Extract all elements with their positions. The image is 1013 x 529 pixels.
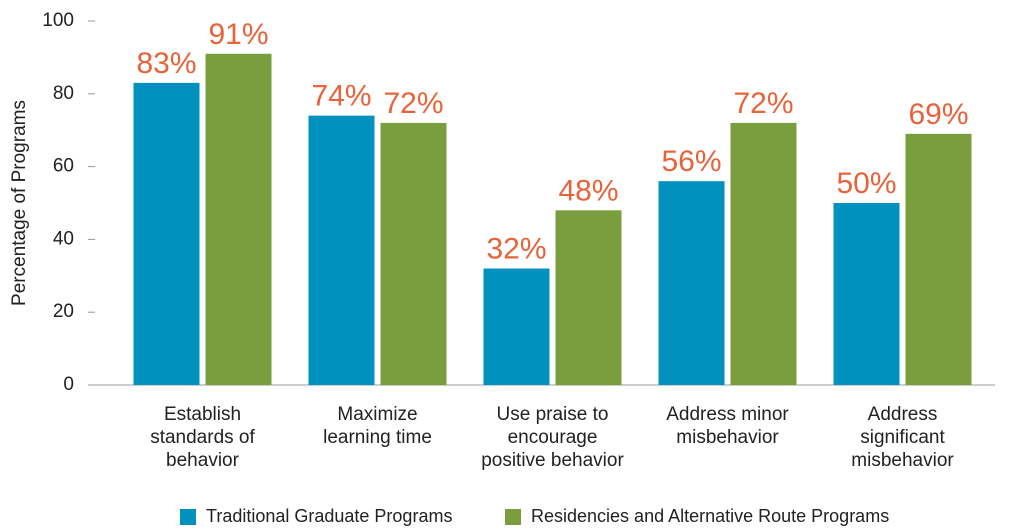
y-axis-label: Percentage of Programs bbox=[9, 100, 30, 306]
x-tick-label: Address significant misbehavior bbox=[851, 404, 954, 471]
bar bbox=[905, 133, 972, 385]
bar bbox=[133, 82, 200, 385]
value-label: 83% bbox=[136, 47, 196, 80]
y-tick-label: 40 bbox=[53, 228, 74, 249]
y-tick-label: 0 bbox=[63, 374, 74, 395]
value-label: 72% bbox=[733, 87, 793, 120]
y-tick-label: 20 bbox=[53, 301, 74, 322]
value-label: 74% bbox=[311, 80, 371, 113]
x-tick-label: Maximize learning time bbox=[323, 404, 432, 448]
legend-swatch bbox=[505, 509, 521, 525]
bar bbox=[730, 122, 797, 386]
x-tick-label: Establish standards of behavior bbox=[150, 404, 255, 471]
bar bbox=[380, 122, 447, 386]
legend-label: Residencies and Alternative Route Progra… bbox=[531, 506, 890, 526]
legend-label: Traditional Graduate Programs bbox=[206, 506, 453, 526]
value-label: 72% bbox=[383, 87, 443, 120]
value-label: 91% bbox=[208, 18, 268, 51]
value-label: 69% bbox=[908, 98, 968, 131]
value-label: 50% bbox=[836, 167, 896, 200]
x-tick-label: Address minor misbehavior bbox=[666, 404, 789, 448]
bar bbox=[555, 210, 622, 385]
y-tick-label: 100 bbox=[42, 10, 74, 31]
legend-swatch bbox=[180, 509, 196, 525]
value-label: 48% bbox=[558, 174, 618, 207]
value-label: 56% bbox=[661, 145, 721, 178]
value-label: 32% bbox=[486, 233, 546, 266]
bar bbox=[308, 115, 375, 385]
y-tick-label: 80 bbox=[53, 83, 74, 104]
bar bbox=[483, 268, 550, 385]
x-tick-label: Use praise to encourage positive behavio… bbox=[481, 404, 624, 471]
bar bbox=[205, 53, 272, 385]
y-tick-label: 60 bbox=[53, 156, 74, 177]
bar bbox=[658, 181, 725, 385]
bar bbox=[833, 203, 900, 385]
